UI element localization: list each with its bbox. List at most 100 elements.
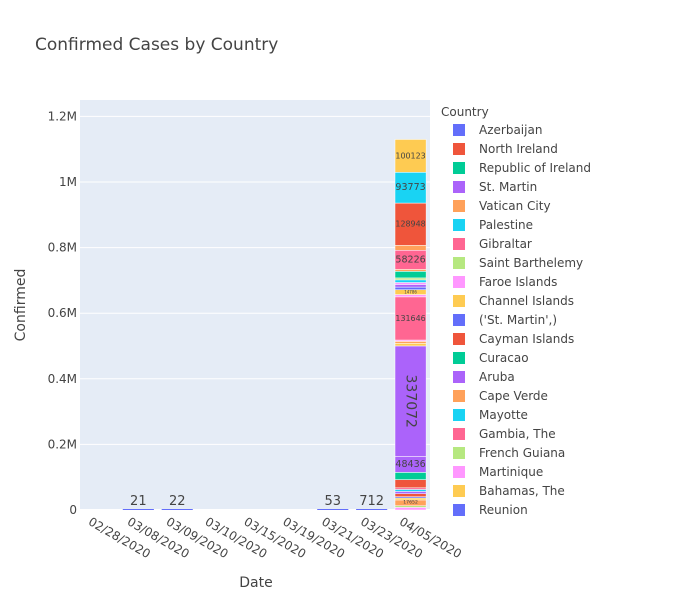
- legend-label: Faroe Islands: [479, 275, 557, 289]
- legend-label: Azerbaijan: [479, 123, 542, 137]
- legend-swatch: [453, 181, 465, 193]
- legend: Country Azerbaijan North Ireland Republic …: [441, 105, 591, 517]
- y-tick-label: 0: [69, 503, 77, 517]
- legend-label: Vatican City: [479, 199, 551, 213]
- y-tick-label: 0.6M: [48, 306, 77, 320]
- legend-item[interactable]: ('St. Martin',): [453, 313, 557, 327]
- legend-label: ('St. Martin',): [479, 313, 557, 327]
- legend-item[interactable]: Vatican City: [453, 199, 551, 213]
- legend-label: North Ireland: [479, 142, 558, 156]
- legend-swatch: [453, 447, 465, 459]
- legend-label: Reunion: [479, 503, 528, 517]
- stack-segment: [394, 269, 427, 272]
- bar-value-label: 712: [359, 494, 384, 509]
- legend-item[interactable]: Palestine: [453, 218, 533, 232]
- legend-item[interactable]: Reunion: [453, 503, 528, 517]
- legend-item[interactable]: Mayotte: [453, 408, 528, 422]
- stack-segment: [394, 343, 427, 347]
- stack-segment: [394, 472, 427, 480]
- stack-segment: [394, 491, 427, 494]
- legend-item[interactable]: Faroe Islands: [453, 275, 557, 289]
- legend-label: Curacao: [479, 351, 529, 365]
- legend-items: Azerbaijan North Ireland Republic of Irela…: [453, 123, 591, 517]
- legend-swatch: [453, 485, 465, 497]
- stack-segment: [394, 282, 427, 285]
- legend-swatch: [453, 162, 465, 174]
- legend-label: Saint Barthelemy: [479, 256, 583, 270]
- legend-label: Cape Verde: [479, 389, 548, 403]
- legend-label: Republic of Ireland: [479, 161, 591, 175]
- stack-segment: [394, 202, 427, 246]
- legend-item[interactable]: Bahamas, The: [453, 484, 565, 498]
- legend-title: Country: [441, 105, 489, 119]
- y-tick-label: 0.2M: [48, 437, 77, 451]
- segment-value-label: 337072: [403, 375, 419, 428]
- segment-value-label: 100123: [395, 151, 425, 160]
- segment-value-label: 17652: [403, 499, 418, 505]
- legend-item[interactable]: Channel Islands: [453, 294, 574, 308]
- legend-item[interactable]: French Guiana: [453, 446, 565, 460]
- legend-swatch: [453, 371, 465, 383]
- legend-item[interactable]: Curacao: [453, 351, 529, 365]
- legend-item[interactable]: Gibraltar: [453, 237, 532, 251]
- legend-swatch: [453, 295, 465, 307]
- legend-label: Gibraltar: [479, 237, 532, 251]
- bar-value-label: 22: [169, 494, 186, 509]
- bars: [122, 139, 427, 511]
- stack-segment: [394, 345, 427, 457]
- legend-swatch: [453, 200, 465, 212]
- legend-swatch: [453, 390, 465, 402]
- legend-item[interactable]: Cape Verde: [453, 389, 548, 403]
- legend-swatch: [453, 333, 465, 345]
- legend-label: Palestine: [479, 218, 533, 232]
- legend-item[interactable]: Republic of Ireland: [453, 161, 591, 175]
- legend-item[interactable]: Saint Barthelemy: [453, 256, 583, 270]
- x-axis-title: Date: [239, 575, 272, 591]
- stack-segment: [394, 172, 427, 204]
- stack-segment: [394, 489, 427, 492]
- bar-value-label: 53: [325, 494, 342, 509]
- legend-label: French Guiana: [479, 446, 565, 460]
- legend-item[interactable]: Cayman Islands: [453, 332, 574, 346]
- legend-item[interactable]: Aruba: [453, 370, 515, 384]
- data-labels: 21 22 53 712 17652 48436 337072 131646 14786 5822…: [130, 151, 426, 509]
- legend-item[interactable]: St. Martin: [453, 180, 537, 194]
- stack-segment: [394, 479, 427, 489]
- stack-segment: [394, 294, 427, 298]
- stack-segment: [394, 493, 427, 497]
- segment-value-label: 48436: [395, 459, 425, 470]
- legend-swatch: [453, 314, 465, 326]
- legend-swatch: [453, 428, 465, 440]
- bar-value-label: 21: [130, 494, 147, 509]
- bar: [356, 509, 388, 510]
- stack-segment: [394, 139, 427, 173]
- segment-value-label: 93773: [395, 182, 425, 193]
- legend-swatch: [453, 276, 465, 288]
- stack-segment: [394, 279, 427, 283]
- segment-value-label: 58226: [395, 254, 425, 265]
- legend-swatch: [453, 257, 465, 269]
- y-axis-ticks: 0 0.2M 0.4M 0.6M 0.8M 1M 1.2M: [48, 109, 77, 517]
- legend-label: St. Martin: [479, 180, 537, 194]
- chart-title: Confirmed Cases by Country: [35, 35, 278, 55]
- legend-label: Bahamas, The: [479, 484, 565, 498]
- legend-item[interactable]: North Ireland: [453, 142, 558, 156]
- legend-item[interactable]: Gambia, The: [453, 427, 556, 441]
- legend-swatch: [453, 409, 465, 421]
- stack-segment: [394, 341, 427, 344]
- y-tick-label: 1M: [59, 175, 77, 189]
- legend-swatch: [453, 466, 465, 478]
- bar: [122, 509, 154, 510]
- legend-item[interactable]: Martinique: [453, 465, 543, 479]
- legend-swatch: [453, 504, 465, 516]
- legend-swatch: [453, 238, 465, 250]
- segment-value-label: 128948: [395, 220, 425, 229]
- legend-swatch: [453, 124, 465, 136]
- stack-segment: [394, 284, 427, 288]
- bar: [317, 509, 349, 510]
- stack-segment: [394, 296, 427, 341]
- stack-segment: [394, 271, 427, 279]
- y-tick-label: 0.4M: [48, 372, 77, 386]
- legend-item[interactable]: Azerbaijan: [453, 123, 542, 137]
